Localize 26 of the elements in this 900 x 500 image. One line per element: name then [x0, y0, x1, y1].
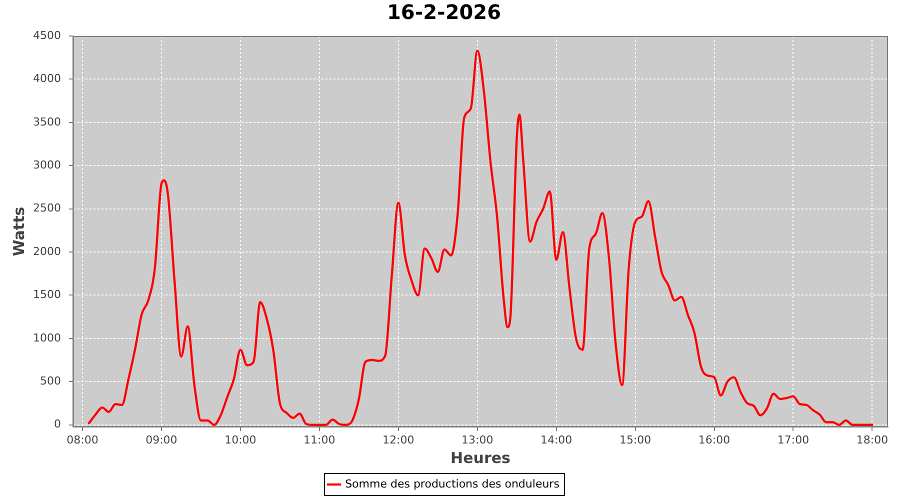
x-tick-label: 09:00 [146, 433, 178, 446]
x-tick-label: 11:00 [304, 433, 336, 446]
x-tick-label: 12:00 [382, 433, 414, 446]
x-tick-label: 15:00 [619, 433, 652, 446]
chart-title: 16-2-2026 [386, 0, 502, 24]
x-tick-label: 17:00 [777, 433, 810, 446]
x-tick-label: 10:00 [224, 433, 256, 446]
legend-label: Somme des productions des onduleurs [345, 477, 560, 490]
line-series [88, 50, 874, 426]
y-tick-label: 1000 [33, 331, 61, 344]
x-tick-label: 14:00 [540, 433, 572, 446]
y-tick-label: 3500 [33, 115, 61, 128]
x-tick-label: 13:00 [461, 433, 494, 446]
y-tick-label: 4000 [33, 72, 61, 86]
x-tick-label: 08:00 [66, 433, 98, 446]
y-tick-label: 2000 [33, 244, 61, 258]
x-axis-title: Heures [450, 448, 511, 467]
y-tick-label: 1500 [33, 288, 61, 302]
y-tick-label: 0 [54, 418, 61, 431]
y-tick-label: 3000 [33, 158, 61, 172]
x-tick-label: 16:00 [698, 433, 730, 446]
y-tick-label: 4500 [33, 28, 61, 42]
y-axis-title: Watts [10, 206, 28, 256]
x-tick-label: 18:00 [856, 433, 888, 446]
y-tick-label: 500 [40, 374, 61, 388]
y-tick-label: 2500 [33, 202, 61, 215]
